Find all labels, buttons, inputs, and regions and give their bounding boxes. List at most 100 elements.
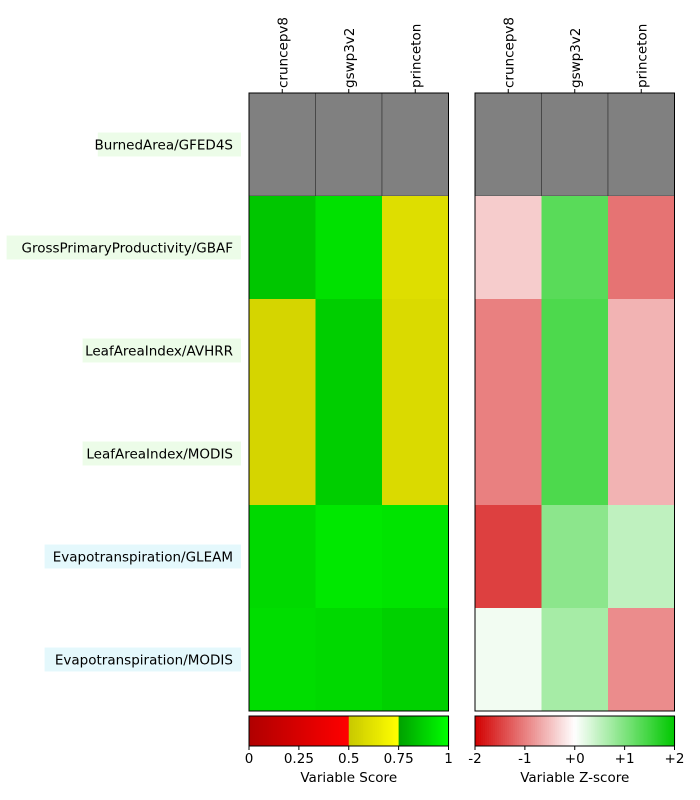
colorbar-tick-label: -2 — [468, 751, 481, 767]
colorbar-segment — [638, 716, 642, 746]
colorbar-label: Variable Score — [300, 770, 397, 786]
colorbar-segment — [366, 716, 370, 746]
column-label: princeton — [408, 24, 424, 88]
colorbar-segment — [570, 716, 574, 746]
colorbar-segment — [318, 716, 322, 746]
colorbar-segment — [534, 716, 538, 746]
colorbar-segment — [286, 716, 290, 746]
colorbar-segment — [262, 716, 266, 746]
colorbar-segment — [344, 716, 348, 746]
colorbar-segment — [292, 716, 296, 746]
colorbar-segment — [304, 716, 308, 746]
colorbar-segment — [310, 716, 314, 746]
colorbar-segment — [520, 716, 524, 746]
colorbar-tick-label: -1 — [518, 751, 531, 767]
colorbar-tick-label: 0 — [245, 751, 254, 767]
colorbar-segment — [406, 716, 410, 746]
heatmap-cell — [475, 608, 542, 712]
colorbar-segment — [626, 716, 630, 746]
colorbar-segment — [424, 716, 428, 746]
colorbar-segment — [622, 716, 626, 746]
heatmap-cell — [382, 93, 449, 197]
colorbar-segment — [378, 716, 382, 746]
colorbar-segment — [528, 716, 532, 746]
heatmap-cell — [541, 505, 609, 609]
colorbar-segment — [490, 716, 494, 746]
colorbar-segment — [260, 716, 264, 746]
heatmap-cell — [608, 505, 675, 609]
colorbar-segment — [556, 716, 560, 746]
colorbar-segment — [478, 716, 482, 746]
colorbar-segment — [290, 716, 294, 746]
colorbar-segment — [444, 716, 448, 746]
colorbar-segment — [576, 716, 580, 746]
colorbar-segment — [544, 716, 548, 746]
colorbar-segment — [428, 716, 432, 746]
heatmap-cell — [382, 608, 449, 712]
colorbar-segment — [644, 716, 648, 746]
colorbar-segment — [518, 716, 522, 746]
heatmap-cell — [315, 505, 383, 609]
heatmap-cell — [382, 196, 449, 300]
heatmap-cell — [475, 402, 542, 506]
colorbar-segment — [408, 716, 412, 746]
colorbar-segment — [270, 716, 274, 746]
colorbar-segment — [420, 716, 424, 746]
colorbar-tick-label: +2 — [665, 751, 685, 767]
colorbar-segment — [618, 716, 622, 746]
colorbar-segment — [516, 716, 520, 746]
colorbar-segment — [586, 716, 590, 746]
colorbar-segment — [346, 716, 350, 746]
colorbar-segment — [442, 716, 446, 746]
heatmap-cell — [608, 196, 675, 300]
row-label-box — [44, 544, 241, 569]
colorbar-segment — [350, 716, 354, 746]
row-label-text: LeafAreaIndex/MODIS — [86, 447, 233, 463]
colorbar-segment — [526, 716, 530, 746]
colorbar-segment — [354, 716, 358, 746]
row-label: LeafAreaIndex/AVHRR — [82, 338, 241, 363]
heatmap-cell — [608, 402, 675, 506]
colorbar-segment — [604, 716, 608, 746]
colorbar-segment — [510, 716, 514, 746]
colorbar-segment — [438, 716, 442, 746]
column-label: cruncepv8 — [275, 17, 291, 88]
colorbar-segment — [430, 716, 434, 746]
colorbar-segment — [632, 716, 636, 746]
heatmap-cell — [475, 196, 542, 300]
colorbar-segment — [362, 716, 366, 746]
colorbar-segment — [364, 716, 368, 746]
colorbar-segment — [662, 716, 666, 746]
colorbar-segment — [558, 716, 562, 746]
colorbar-segment — [568, 716, 572, 746]
row-label: Evapotranspiration/MODIS — [44, 647, 241, 672]
colorbar-segment — [566, 716, 570, 746]
heatmap-cell — [249, 299, 316, 403]
heatmap-cell — [541, 608, 609, 712]
colorbar-segment — [666, 716, 670, 746]
colorbar-segment — [294, 716, 298, 746]
colorbar-segment — [256, 716, 260, 746]
colorbar-segment — [512, 716, 516, 746]
colorbar-segment — [538, 716, 542, 746]
colorbar-segment — [374, 716, 378, 746]
colorbar-segment — [360, 716, 364, 746]
row-label-box — [82, 338, 241, 363]
colorbar-segment — [522, 716, 526, 746]
colorbar-segment — [650, 716, 654, 746]
colorbar-segment — [546, 716, 550, 746]
colorbar-segment — [284, 716, 288, 746]
colorbar-segment — [446, 716, 450, 746]
colorbar-segment — [298, 716, 302, 746]
colorbar-segment — [380, 716, 384, 746]
colorbar-segment — [328, 716, 332, 746]
colorbar-segment — [540, 716, 544, 746]
colorbar-segment — [614, 716, 618, 746]
column-label: gswp3v2 — [568, 28, 584, 88]
colorbar-segment — [498, 716, 502, 746]
colorbar-segment — [396, 716, 400, 746]
colorbar-segment — [402, 716, 406, 746]
row-label-text: Evapotranspiration/GLEAM — [53, 550, 233, 566]
colorbar-segment — [630, 716, 634, 746]
colorbar-segment — [628, 716, 632, 746]
